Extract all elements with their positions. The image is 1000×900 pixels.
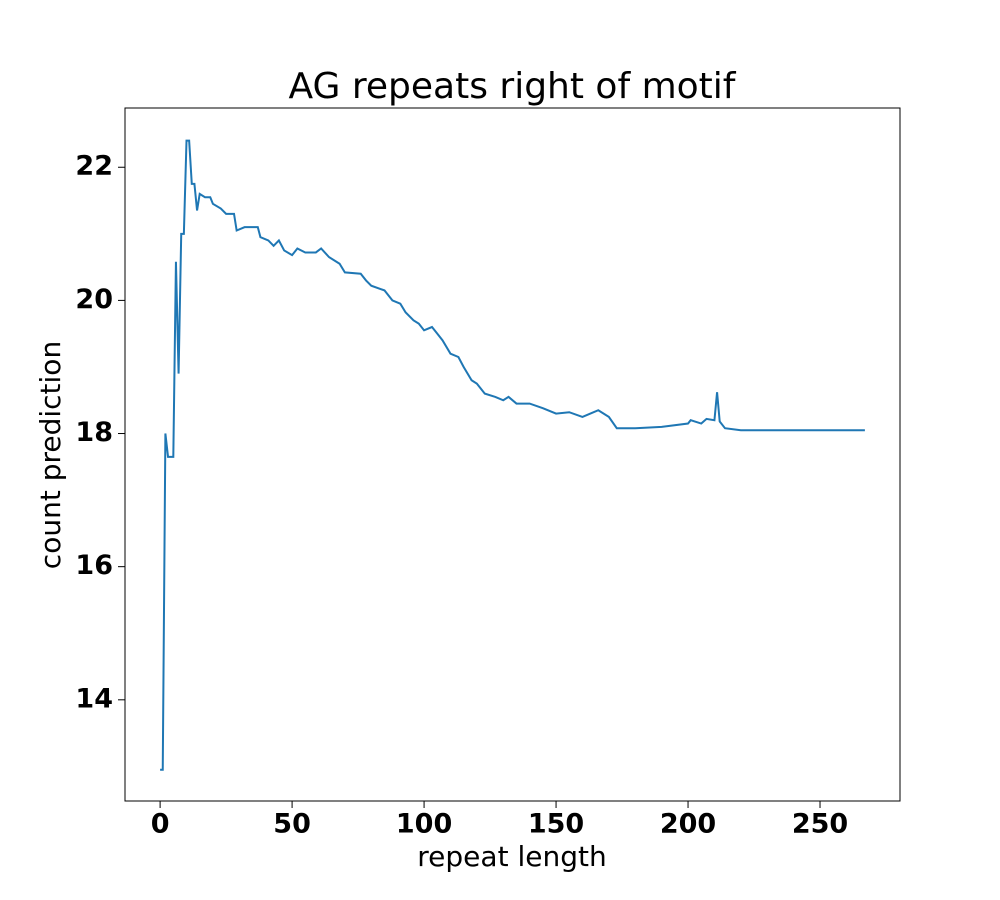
- chart-title: AG repeats right of motif: [289, 66, 737, 107]
- y-tick-label: 20: [75, 284, 113, 315]
- y-tick-label: 14: [75, 683, 113, 714]
- plot-frame: [124, 107, 901, 802]
- y-tick-label: 16: [75, 550, 113, 581]
- y-tick-label: 18: [75, 417, 113, 448]
- x-axis-label: repeat length: [417, 840, 606, 873]
- data-line: [160, 139, 865, 771]
- x-tick-label: 100: [396, 809, 452, 840]
- y-tick-label: 22: [75, 151, 113, 182]
- y-axis-label: count prediction: [34, 341, 67, 569]
- x-tick-label: 0: [151, 809, 170, 840]
- x-tick-label: 50: [273, 809, 311, 840]
- x-tick-label: 150: [528, 809, 584, 840]
- x-tick-label: 200: [660, 809, 716, 840]
- x-tick-label: 250: [792, 809, 848, 840]
